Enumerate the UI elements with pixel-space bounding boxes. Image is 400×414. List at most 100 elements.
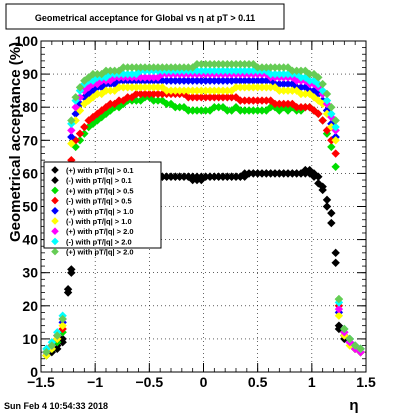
data-point [179, 63, 189, 72]
data-point [184, 63, 193, 72]
data-point [123, 69, 132, 79]
legend-marker [51, 217, 59, 225]
data-point [149, 96, 158, 105]
legend-label: (+) with pT/|q| > 2.0 [66, 248, 134, 257]
data-point [214, 172, 223, 181]
data-point [205, 172, 215, 181]
y-axis-title: Geometrical acceptance (%) [7, 42, 24, 242]
data-point [218, 172, 228, 181]
data-point [119, 69, 128, 79]
data-point [236, 83, 245, 92]
data-point [279, 63, 288, 72]
legend-marker [51, 166, 59, 174]
data-point [80, 129, 89, 138]
data-point [171, 86, 180, 95]
data-point [266, 69, 275, 79]
data-point [218, 93, 228, 102]
data-point [214, 86, 223, 95]
data-point [296, 103, 306, 112]
y-tick-label: 20 [22, 298, 38, 314]
data-point [158, 63, 167, 72]
data-point [114, 83, 124, 92]
data-point [322, 89, 332, 99]
legend-label: (-) with pT/|q| > 0.1 [66, 176, 132, 185]
legend-marker [51, 176, 59, 184]
legend-label: (+) with pT/|q| > 1.0 [66, 207, 134, 216]
data-point [275, 63, 284, 72]
data-point [296, 73, 306, 82]
data-point [223, 59, 232, 69]
data-point [327, 208, 336, 218]
data-point [205, 86, 215, 95]
y-tick-label: 100 [15, 33, 39, 49]
data-point [266, 63, 275, 72]
data-point [270, 99, 280, 109]
data-point [110, 66, 119, 75]
data-point [236, 76, 245, 85]
data-point [145, 63, 154, 72]
data-point [318, 116, 327, 125]
y-tick-label: 80 [22, 99, 38, 115]
data-point [88, 76, 98, 85]
data-point [292, 76, 301, 85]
data-point [106, 66, 115, 75]
data-point [218, 66, 228, 75]
data-point [314, 179, 323, 188]
data-point [127, 93, 137, 102]
data-point [288, 66, 297, 75]
y-tick-label: 10 [22, 331, 38, 347]
data-point [106, 86, 115, 95]
legend-entry: (+) with pT/|q| > 0.5 [51, 186, 134, 195]
data-point [205, 76, 215, 85]
data-point [201, 76, 210, 85]
legend-entry: (+) with pT/|q| > 0.1 [51, 166, 134, 175]
data-point [331, 136, 340, 145]
data-point [119, 83, 128, 92]
data-point [110, 99, 119, 109]
data-point [257, 83, 267, 92]
data-point [106, 106, 115, 115]
data-point [249, 96, 258, 105]
data-point [84, 122, 93, 132]
data-point [275, 86, 284, 95]
data-point [218, 86, 228, 95]
y-tick-label: 30 [22, 265, 38, 281]
data-point [140, 89, 150, 99]
data-point [166, 99, 176, 109]
data-point [67, 132, 76, 142]
data-point [149, 73, 158, 82]
data-point [331, 122, 340, 132]
data-point [123, 93, 132, 102]
data-point [136, 73, 145, 82]
data-point [231, 83, 241, 92]
data-point [231, 103, 241, 112]
data-point [340, 324, 349, 334]
data-point [153, 89, 163, 99]
data-point [314, 109, 323, 119]
data-point [231, 66, 241, 75]
data-point [240, 66, 249, 75]
data-point [179, 172, 189, 181]
data-point [53, 344, 62, 354]
data-point [119, 96, 128, 105]
data-point [223, 66, 232, 75]
data-point [197, 93, 206, 102]
data-point [275, 79, 284, 89]
data-point [171, 63, 180, 72]
data-point [171, 103, 180, 112]
data-point [327, 142, 336, 152]
y-tick-label: 40 [22, 232, 38, 248]
data-point [192, 106, 202, 115]
legend-box [43, 161, 162, 249]
data-point [327, 218, 336, 228]
data-point [331, 162, 340, 171]
data-point [192, 66, 202, 75]
data-point [184, 93, 193, 102]
data-point [236, 66, 245, 75]
data-point [283, 86, 293, 95]
data-point [231, 172, 241, 181]
x-tick-label: 1 [308, 374, 316, 390]
legend-entry: (-) with pT/|q| > 2.0 [51, 237, 132, 246]
data-point [166, 86, 176, 95]
